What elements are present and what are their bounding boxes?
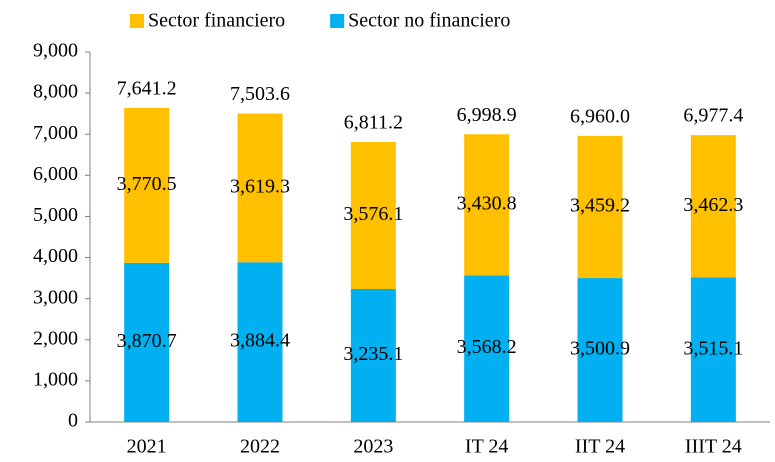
x-tick-label: IT 24 [465,436,509,458]
y-tick-label: 3,000 [33,286,78,308]
bar-segment [237,262,283,422]
total-label: 7,641.2 [117,77,177,99]
y-tick-label: 7,000 [33,122,78,144]
y-tick-label: 2,000 [33,327,78,349]
legend-label: Sector financiero [148,10,285,32]
total-label: 7,503.6 [230,83,290,105]
legend-swatch [130,14,144,28]
total-label: 6,811.2 [344,112,403,134]
bar-segment [350,289,396,422]
y-tick-label: 9,000 [33,40,78,62]
data-label: 3,770.5 [117,173,177,195]
bar-segment [464,134,510,276]
data-label: 3,500.9 [570,338,630,360]
y-tick-label: 8,000 [33,81,78,103]
x-tick-label: IIIT 24 [685,436,742,458]
data-label: 3,619.3 [230,176,290,198]
y-tick-label: 4,000 [33,245,78,267]
bar-segment [577,278,623,422]
x-tick-label: IIT 24 [575,436,625,458]
bar-segment [690,135,736,278]
x-tick-label: 2021 [127,436,167,458]
bar-segment [464,275,510,422]
total-label: 6,960.0 [570,105,630,127]
bar-segment [690,277,736,422]
bar-segment [124,107,170,263]
total-label: 6,977.4 [683,105,743,127]
data-label: 3,459.2 [570,195,630,217]
data-label: 3,870.7 [117,330,177,352]
bar-segment [577,135,623,279]
y-tick-label: 1,000 [33,368,78,390]
y-tick-label: 6,000 [33,163,78,185]
y-tick-label: 5,000 [33,204,78,226]
data-label: 3,462.3 [683,194,743,216]
bar-segment [237,113,283,263]
y-tick-label: 0 [68,410,78,432]
data-label: 3,515.1 [683,337,743,359]
x-tick-label: 2022 [240,436,280,458]
bar-segment [124,262,170,422]
data-label: 3,576.1 [343,203,403,225]
data-label: 3,884.4 [230,330,290,352]
data-label: 3,430.8 [457,192,517,214]
data-label: 3,568.2 [457,336,517,358]
total-label: 6,998.9 [457,104,517,126]
data-label: 3,235.1 [343,343,403,365]
x-tick-label: 2023 [353,436,393,458]
legend-label: Sector no financiero [348,10,510,32]
legend-swatch [330,14,345,28]
bar-segment [350,141,396,290]
